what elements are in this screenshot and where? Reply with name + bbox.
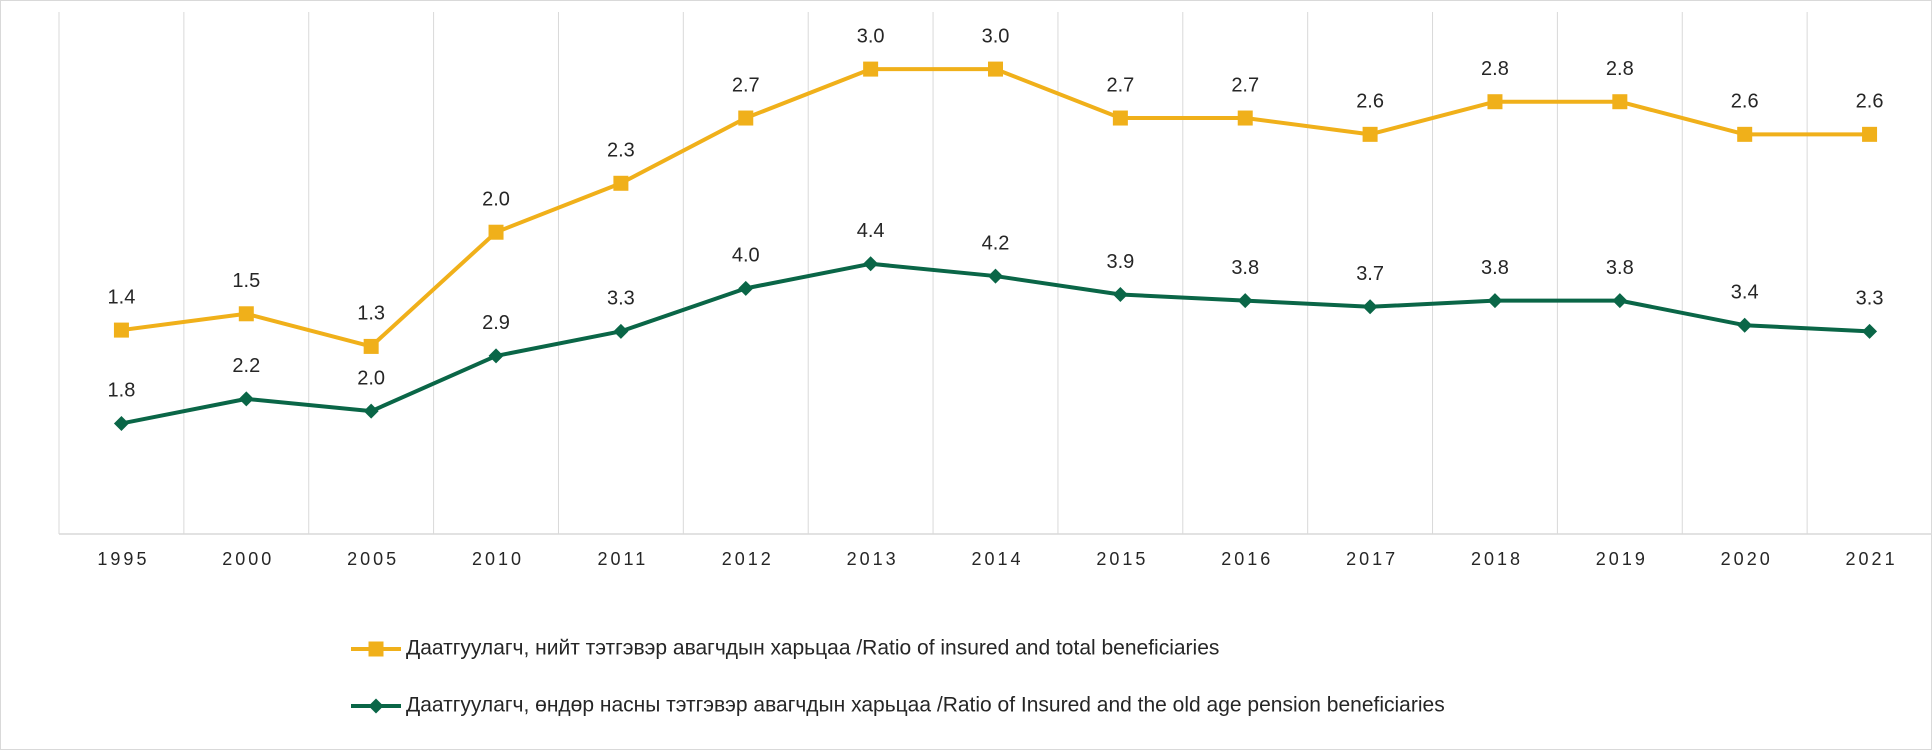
- x-tick-label: 2011: [598, 549, 649, 569]
- data-label: 3.9: [1106, 251, 1134, 273]
- x-tick-label: 2014: [971, 549, 1023, 569]
- data-label: 3.8: [1606, 257, 1634, 279]
- data-label: 2.0: [482, 189, 510, 211]
- x-tick-label: 2018: [1471, 549, 1523, 569]
- x-tick-label: 2020: [1721, 549, 1773, 569]
- marker: [1612, 94, 1628, 110]
- data-label: 2.6: [1731, 91, 1759, 113]
- marker: [1862, 323, 1878, 339]
- marker: [988, 61, 1003, 77]
- marker: [113, 415, 129, 431]
- x-tick-label: 2000: [222, 549, 274, 569]
- data-label: 1.5: [232, 270, 260, 292]
- marker: [1362, 299, 1378, 315]
- marker: [1112, 110, 1128, 126]
- data-label: 4.0: [732, 245, 760, 267]
- data-label: 3.0: [857, 25, 885, 47]
- x-tick-label: 2012: [722, 549, 774, 569]
- marker: [1237, 110, 1253, 126]
- marker: [863, 61, 879, 77]
- series-line: [121, 261, 1870, 426]
- data-label: 2.7: [1231, 74, 1259, 96]
- data-label: 3.4: [1731, 281, 1759, 303]
- data-label: 2.7: [732, 74, 760, 96]
- marker: [1362, 126, 1378, 142]
- data-label: 2.7: [1106, 74, 1134, 96]
- marker: [863, 256, 879, 272]
- marker: [988, 268, 1003, 284]
- x-tick-label: 2021: [1846, 549, 1898, 569]
- data-label: 1.3: [357, 303, 385, 325]
- x-tick-label: 2017: [1346, 549, 1398, 569]
- marker: [613, 323, 629, 339]
- data-label: 2.8: [1481, 58, 1509, 80]
- x-tick-label: 2015: [1096, 549, 1148, 569]
- x-tick-label: 2019: [1596, 549, 1648, 569]
- marker: [1612, 293, 1628, 309]
- marker: [113, 322, 129, 338]
- x-tick-label: 1995: [97, 549, 149, 569]
- data-label: 2.2: [232, 355, 260, 377]
- data-label: 2.6: [1356, 91, 1384, 113]
- data-label: 3.7: [1356, 263, 1384, 285]
- marker: [238, 306, 254, 322]
- data-label: 1.4: [108, 286, 136, 308]
- x-tick-label: 2016: [1221, 549, 1273, 569]
- data-label: 4.2: [982, 232, 1010, 254]
- data-label: 3.8: [1481, 257, 1509, 279]
- marker: [613, 175, 629, 191]
- marker: [1737, 317, 1753, 333]
- legend-marker: [368, 641, 384, 657]
- legend-label: Даатгуулагч, нийт тэтгэвэр авагчдын харь…: [406, 637, 1219, 660]
- marker: [1487, 293, 1503, 309]
- marker: [238, 391, 254, 407]
- x-tick-label: 2010: [472, 549, 524, 569]
- data-label: 2.0: [357, 367, 385, 389]
- data-label: 1.8: [108, 380, 136, 402]
- data-label: 2.6: [1856, 91, 1884, 113]
- marker: [738, 280, 754, 296]
- data-label: 2.3: [607, 140, 635, 162]
- marker: [488, 224, 504, 240]
- data-label: 3.8: [1231, 257, 1259, 279]
- x-tick-label: 2013: [847, 549, 899, 569]
- marker: [363, 403, 379, 419]
- marker: [1862, 126, 1878, 142]
- marker: [488, 348, 504, 364]
- marker: [1487, 94, 1503, 110]
- data-label: 4.4: [857, 220, 885, 242]
- marker: [1112, 286, 1128, 302]
- marker: [738, 110, 754, 126]
- data-label: 3.3: [1856, 288, 1884, 310]
- marker: [1737, 126, 1753, 142]
- legend-marker: [368, 698, 384, 714]
- marker: [1237, 293, 1253, 309]
- legend-label: Даатгуулагч, өндөр насны тэтгэвэр авагчд…: [406, 694, 1445, 717]
- marker: [363, 338, 379, 354]
- x-tick-label: 2005: [347, 549, 399, 569]
- data-label: 3.0: [982, 25, 1010, 47]
- data-label: 2.8: [1606, 58, 1634, 80]
- data-label: 3.3: [607, 288, 635, 310]
- data-label: 2.9: [482, 312, 510, 334]
